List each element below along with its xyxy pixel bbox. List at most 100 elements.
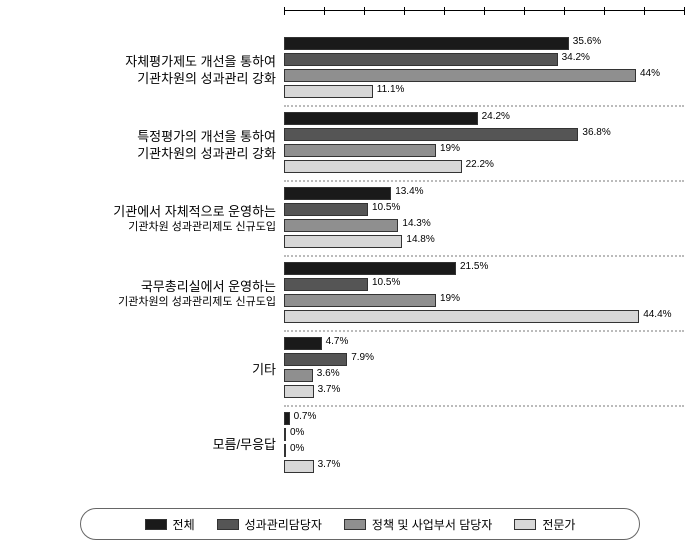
x-tick [444,7,445,15]
category-label: 기타 [0,361,276,379]
bar [284,53,558,66]
bar-groups: 35.6% 34.2% 44% 11.1% 24.2% 36.8% 19% 22.2% 13.4… [284,32,684,480]
bar-value-label: 22.2% [466,159,494,170]
bar [284,112,478,125]
bar-value-label: 14.3% [402,218,430,229]
bar-row: 24.2% [284,112,684,125]
bar-group: 4.7%7.9%3.6%3.7% [284,332,684,407]
bar-row: 35.6% [284,37,684,50]
chart-container: 05101520253035404550 35.6% 34.2% 44% 11.1% 2… [0,0,697,544]
bar [284,37,569,50]
bar-group: 24.2% 36.8% 19% 22.2% [284,107,684,182]
x-tick [284,7,285,15]
bar [284,310,639,323]
bar [284,385,314,398]
bar-row: 3.7% [284,460,684,473]
bar-value-label: 0% [290,427,304,438]
bar-value-label: 3.6% [317,368,340,379]
x-tick-label: 5 [321,0,327,3]
bar-value-label: 13.4% [395,186,423,197]
legend-label: 성과관리담당자 [245,516,322,533]
legend-swatch [217,519,239,530]
legend-item: 정책 및 사업부서 담당자 [344,516,492,533]
bar-value-label: 21.5% [460,261,488,272]
bar-value-label: 14.8% [406,234,434,245]
bar-group: 0.7% 0% 0% 3.7% [284,407,684,480]
x-tick [484,7,485,15]
bar [284,353,347,366]
bar-row: 19% [284,294,684,307]
bar-row: 19% [284,144,684,157]
bar [284,444,286,457]
plot-area: 05101520253035404550 35.6% 34.2% 44% 11.1% 2… [284,10,684,490]
x-axis: 05101520253035404550 [284,10,684,30]
x-tick-label: 25 [478,0,490,3]
bar-row: 34.2% [284,53,684,66]
legend-swatch [514,519,536,530]
x-tick-label: 45 [638,0,650,3]
bar-value-label: 7.9% [351,352,374,363]
bar [284,428,286,441]
bar [284,85,373,98]
bar [284,294,436,307]
x-tick-label: 15 [398,0,410,3]
bar-row: 0% [284,444,684,457]
bar-value-label: 44.4% [643,309,671,320]
category-label: 모름/무응답 [0,436,276,454]
bar-value-label: 35.6% [573,36,601,47]
legend-label: 정책 및 사업부서 담당자 [372,516,492,533]
bar [284,160,462,173]
x-tick [404,7,405,15]
bar-row: 44% [284,69,684,82]
bar [284,278,368,291]
bar-row: 10.5% [284,278,684,291]
x-tick-label: 10 [358,0,370,3]
bar-row: 11.1% [284,85,684,98]
category-label: 기관에서 자체적으로 운영하는기관차원 성과관리제도 신규도입 [0,203,276,235]
bar [284,262,456,275]
bar-value-label: 11.1% [377,84,405,95]
bar [284,144,436,157]
bar-value-label: 0% [290,443,304,454]
bar-row: 0.7% [284,412,684,425]
x-tick [604,7,605,15]
bar-value-label: 19% [440,143,460,154]
bar-row: 4.7% [284,337,684,350]
bar-group: 13.4% 10.5% 14.3% 14.8% [284,182,684,257]
bar-row: 7.9% [284,353,684,366]
legend-label: 전문가 [542,516,575,533]
bar-value-label: 0.7% [294,411,317,422]
bar-row: 14.3% [284,219,684,232]
bar [284,187,391,200]
bar-row: 44.4% [284,310,684,323]
x-tick [684,7,685,15]
bar-value-label: 4.7% [326,336,349,347]
x-tick [364,7,365,15]
bar-row: 21.5% [284,262,684,275]
bar-value-label: 36.8% [582,127,610,138]
bar-row: 0% [284,428,684,441]
legend-swatch [145,519,167,530]
x-tick-label: 0 [281,0,287,3]
category-label: 자체평가제도 개선을 통하여기관차원의 성과관리 강화 [0,53,276,88]
legend: 전체성과관리담당자정책 및 사업부서 담당자전문가 [80,508,640,540]
bar-value-label: 3.7% [318,459,341,470]
x-tick-label: 35 [558,0,570,3]
bar-group: 21.5% 10.5% 19% 44.4% [284,257,684,332]
bar-row: 10.5% [284,203,684,216]
bar-value-label: 34.2% [562,52,590,63]
x-tick [644,7,645,15]
bar-row: 13.4% [284,187,684,200]
legend-item: 전문가 [514,516,575,533]
x-tick-label: 50 [678,0,690,3]
bar [284,128,578,141]
bar [284,235,402,248]
legend-swatch [344,519,366,530]
bar-value-label: 19% [440,293,460,304]
bar [284,412,290,425]
bar [284,69,636,82]
bar [284,369,313,382]
x-tick [524,7,525,15]
legend-item: 성과관리담당자 [217,516,322,533]
x-tick-label: 40 [598,0,610,3]
